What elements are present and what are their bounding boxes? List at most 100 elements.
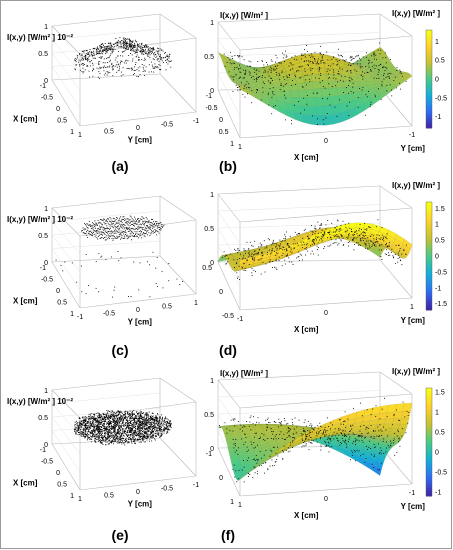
data-point	[161, 420, 163, 422]
data-point	[373, 243, 375, 245]
data-point	[136, 415, 138, 417]
data-point	[137, 226, 139, 228]
data-point	[78, 429, 79, 431]
data-point	[74, 59, 75, 61]
data-point	[281, 70, 283, 72]
data-point	[136, 413, 138, 415]
data-point	[99, 50, 100, 52]
data-point	[130, 45, 131, 47]
data-point	[108, 426, 110, 428]
panel-0-z-axis-label: I(x,y) [W/m² ] 10⁻²	[7, 33, 73, 42]
data-point	[111, 63, 113, 64]
data-point	[108, 236, 110, 238]
data-point	[151, 412, 153, 414]
data-point	[141, 427, 143, 429]
data-point	[163, 430, 165, 432]
data-point	[145, 44, 147, 46]
data-point	[129, 43, 131, 45]
data-point	[348, 233, 350, 235]
data-point	[125, 46, 127, 48]
data-point	[129, 235, 131, 237]
data-point	[86, 65, 88, 67]
colorbar-tick: -0.5	[435, 269, 447, 276]
data-point	[274, 266, 276, 268]
data-point	[363, 231, 365, 233]
data-point	[383, 238, 385, 240]
data-point	[366, 71, 368, 73]
data-point	[149, 423, 151, 425]
data-point	[120, 62, 121, 64]
data-point	[94, 430, 96, 432]
data-point	[83, 432, 85, 434]
data-point	[327, 220, 329, 221]
data-point	[113, 429, 115, 431]
data-point	[146, 225, 148, 227]
data-point	[254, 271, 256, 273]
data-point	[74, 60, 76, 61]
data-point	[96, 425, 98, 427]
data-point	[135, 50, 137, 52]
data-point	[120, 221, 122, 222]
data-point	[168, 423, 170, 425]
data-point	[347, 237, 349, 239]
panel-2-x-tick: -0.5	[41, 277, 53, 284]
data-point	[144, 59, 146, 61]
data-point	[133, 421, 135, 423]
data-point	[118, 431, 120, 433]
data-point	[227, 56, 229, 58]
data-point	[86, 234, 88, 236]
data-point	[246, 259, 248, 261]
data-point	[337, 220, 339, 222]
data-point	[116, 433, 118, 435]
data-point	[150, 422, 152, 424]
data-point	[136, 419, 138, 421]
data-point	[364, 238, 366, 240]
data-point	[348, 245, 350, 247]
data-point	[141, 434, 143, 436]
data-point	[95, 261, 97, 263]
data-point	[122, 231, 124, 233]
data-point	[133, 439, 134, 441]
data-point	[126, 48, 128, 50]
colorbar-segment	[426, 296, 432, 300]
data-point	[120, 427, 122, 429]
data-point	[163, 426, 165, 428]
data-point	[82, 63, 84, 65]
data-point	[385, 242, 387, 244]
data-point	[313, 239, 315, 241]
data-point	[252, 76, 254, 77]
data-point	[87, 52, 89, 54]
data-point	[104, 435, 106, 437]
data-point	[90, 441, 92, 443]
data-point	[78, 61, 79, 63]
data-point	[348, 233, 349, 235]
data-point	[142, 439, 143, 440]
data-point	[135, 48, 137, 50]
data-point	[156, 257, 158, 258]
data-point	[133, 73, 135, 74]
data-point	[359, 65, 361, 67]
data-point	[352, 239, 353, 241]
data-point	[262, 81, 264, 83]
data-point	[269, 88, 271, 90]
data-point	[88, 76, 90, 78]
data-point	[333, 71, 335, 73]
data-point	[243, 59, 245, 61]
data-point	[325, 228, 327, 230]
data-point	[80, 55, 82, 57]
data-point	[326, 51, 328, 53]
data-point	[102, 49, 104, 51]
data-point	[117, 436, 119, 438]
surface-patch	[340, 110, 350, 123]
data-point	[124, 235, 125, 237]
data-point	[132, 429, 133, 431]
panel-2-z-axis-label: I(x,y) [W/m² ] 10⁻²	[7, 215, 73, 224]
data-point	[266, 245, 268, 247]
data-point	[123, 216, 125, 218]
data-point	[105, 48, 107, 50]
data-point	[137, 425, 139, 427]
data-point	[135, 64, 136, 65]
data-point	[243, 77, 245, 79]
data-point	[103, 428, 105, 430]
data-point	[313, 238, 315, 240]
